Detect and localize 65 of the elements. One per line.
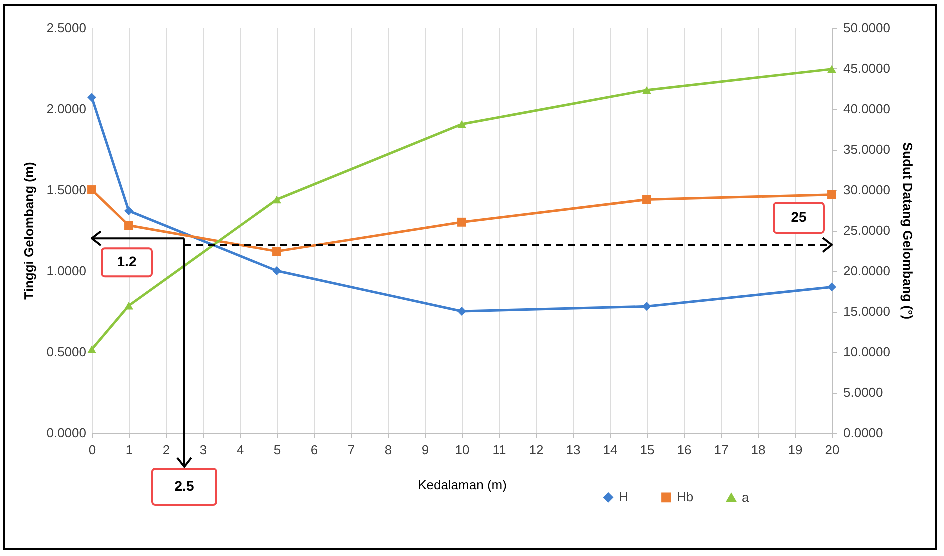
y2-tick-label: 5.0000 xyxy=(844,385,884,400)
x-tick-label: 5 xyxy=(274,442,282,458)
x-tick-label: 13 xyxy=(566,442,581,458)
x-tick-label: 2 xyxy=(162,442,170,458)
x-tick-label: 14 xyxy=(603,442,618,458)
point xyxy=(642,302,652,312)
y-tick-label: 1.5000 xyxy=(46,182,86,198)
y2-tick-label: 50.0000 xyxy=(844,20,890,36)
x-tick-label: 16 xyxy=(677,442,692,458)
x-tick-label: 19 xyxy=(788,442,803,458)
x-tick-label: 7 xyxy=(348,442,356,458)
x-tick-label: 15 xyxy=(640,442,655,458)
point xyxy=(642,195,652,204)
x-tick-label: 20 xyxy=(825,442,840,458)
ref-line-label: 1.2 xyxy=(117,254,137,270)
x-tick-label: 4 xyxy=(236,442,244,458)
x-tick-label: 3 xyxy=(200,442,208,458)
point xyxy=(272,196,282,204)
x-tick-label: 18 xyxy=(751,442,766,458)
point xyxy=(88,186,96,194)
point xyxy=(88,93,96,102)
point xyxy=(458,218,466,227)
x-axis-title: Kedalaman (m) xyxy=(418,478,507,492)
y2-tick-label: 0.0000 xyxy=(844,426,884,440)
x-tick-label: 9 xyxy=(422,442,430,458)
point xyxy=(272,247,282,256)
point xyxy=(88,346,96,354)
x-tick-label: 12 xyxy=(529,442,544,458)
x-tick-label: 6 xyxy=(310,442,318,458)
y-tick-label: 2.5000 xyxy=(46,20,86,36)
y2-tick-label: 45.0000 xyxy=(844,61,890,76)
y-tick-label: 1.0000 xyxy=(46,264,86,278)
x-tick-label: 17 xyxy=(714,442,729,458)
point xyxy=(642,86,652,94)
x-tick-label: 1 xyxy=(126,442,134,458)
y-tick-label: 0.0000 xyxy=(46,426,86,440)
point xyxy=(124,302,134,310)
y-tick-label: 0.5000 xyxy=(46,344,86,360)
y2-tick-label: 15.0000 xyxy=(844,304,890,319)
point xyxy=(124,206,134,216)
y2-tick-label: 40.0000 xyxy=(844,102,890,116)
point xyxy=(458,120,466,128)
point xyxy=(828,190,836,200)
annotation: 25 xyxy=(791,209,807,226)
y2-tick-label: 35.0000 xyxy=(844,142,890,157)
x-tick-label: 10 xyxy=(455,442,470,458)
point xyxy=(828,282,836,292)
legend-label: a xyxy=(742,490,750,505)
point xyxy=(272,266,282,276)
x-tick-label: 11 xyxy=(492,442,506,458)
y2-tick-label: 10.0000 xyxy=(844,344,890,360)
y-axis-title: Tinggi Gelombang (m) xyxy=(22,162,37,300)
y2-tick-label: 25.0000 xyxy=(844,223,890,238)
x-tick-label: 8 xyxy=(384,442,392,458)
point xyxy=(458,307,466,316)
y-tick-label: 2.0000 xyxy=(46,102,86,116)
ref-line-label: 2.5 xyxy=(174,478,194,494)
x-tick-label: 0 xyxy=(88,442,96,458)
y2-tick-label: 30.0000 xyxy=(844,182,890,198)
point xyxy=(828,65,836,74)
legend-label: H xyxy=(619,490,628,505)
point xyxy=(124,221,134,230)
legend-label: Hb xyxy=(677,490,694,505)
y2-axis-title: Sudut Datang Gelombang (°) xyxy=(900,142,916,320)
y2-tick-label: 20.0000 xyxy=(844,264,890,278)
